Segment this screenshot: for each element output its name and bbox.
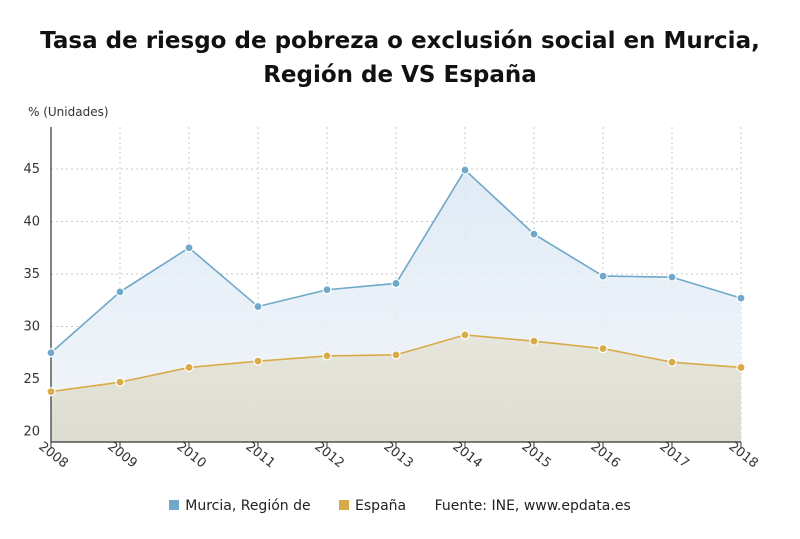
x-tick-label-2010: 2010 [173,439,208,471]
x-tick-label-2016: 2016 [587,439,622,471]
source-note: Fuente: INE, www.epdata.es [434,498,631,514]
data-point-murcia-2017 [667,272,677,282]
data-point-espana-2008 [46,387,56,397]
x-tick-label-2011: 2011 [242,439,277,471]
data-point-murcia-2013 [391,278,401,289]
legend-label-murcia: Murcia, Región de [185,498,311,514]
x-tick-label-2013: 2013 [380,439,415,471]
legend: Murcia, Región de España Fuente: INE, ww… [0,498,800,514]
x-tick-label-2009: 2009 [104,439,139,471]
data-point-espana-2013 [391,350,401,360]
x-tick-label-2008: 2008 [35,439,70,471]
x-tick-label-2018: 2018 [725,439,760,471]
data-point-espana-2018 [736,362,746,373]
data-point-murcia-2008 [46,348,56,358]
legend-swatch-murcia [169,500,180,510]
y-tick-label-20: 20 [23,425,40,440]
legend-swatch-espana [339,500,350,510]
data-point-murcia-2018 [736,293,746,303]
data-point-espana-2016 [598,343,608,354]
data-point-murcia-2014 [460,165,470,175]
chart-title: Tasa de riesgo de pobreza o exclusión so… [0,24,800,92]
y-axis-label: % (Unidades) [28,105,109,119]
legend-label-espana: España [355,498,407,514]
area-fills [51,170,741,443]
chart-title-line-1: Tasa de riesgo de pobreza o exclusión so… [40,28,760,54]
data-point-murcia-2012 [322,285,332,295]
y-tick-label-45: 45 [23,162,40,177]
x-tick-label-2014: 2014 [449,439,484,471]
x-tick-label-2015: 2015 [518,439,553,471]
data-point-espana-2010 [184,362,194,373]
data-point-murcia-2016 [598,271,608,281]
data-point-espana-2015 [529,336,539,346]
y-tick-label-40: 40 [23,215,40,230]
series-points [46,165,746,397]
x-tick-label-2012: 2012 [311,439,346,471]
y-tick-label-30: 30 [23,320,40,335]
data-point-murcia-2010 [184,243,194,253]
legend-item-murcia[interactable]: Murcia, Región de [169,498,311,514]
x-tick-label-2017: 2017 [656,439,691,471]
data-point-murcia-2009 [115,287,125,297]
data-point-espana-2017 [667,357,677,367]
data-point-murcia-2011 [253,301,263,312]
data-point-espana-2012 [322,351,332,361]
chart-title-line-2: Región de VS España [263,62,537,88]
data-point-espana-2011 [253,356,263,366]
data-point-espana-2014 [460,330,470,340]
y-tick-label-35: 35 [23,267,40,282]
legend-item-espana[interactable]: España [339,498,406,514]
data-point-murcia-2015 [529,229,539,239]
data-point-espana-2009 [115,377,125,387]
y-tick-label-25: 25 [23,372,40,387]
area-fill-espana [51,334,741,442]
